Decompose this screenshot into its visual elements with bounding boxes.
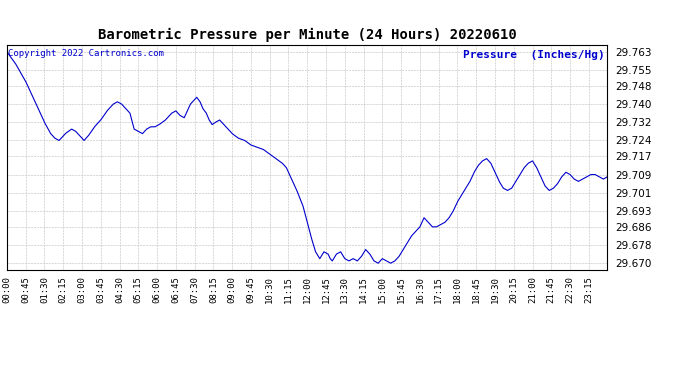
Text: Copyright 2022 Cartronics.com: Copyright 2022 Cartronics.com [8, 50, 164, 58]
Title: Barometric Pressure per Minute (24 Hours) 20220610: Barometric Pressure per Minute (24 Hours… [98, 28, 516, 42]
Text: Pressure  (Inches/Hg): Pressure (Inches/Hg) [463, 50, 605, 60]
